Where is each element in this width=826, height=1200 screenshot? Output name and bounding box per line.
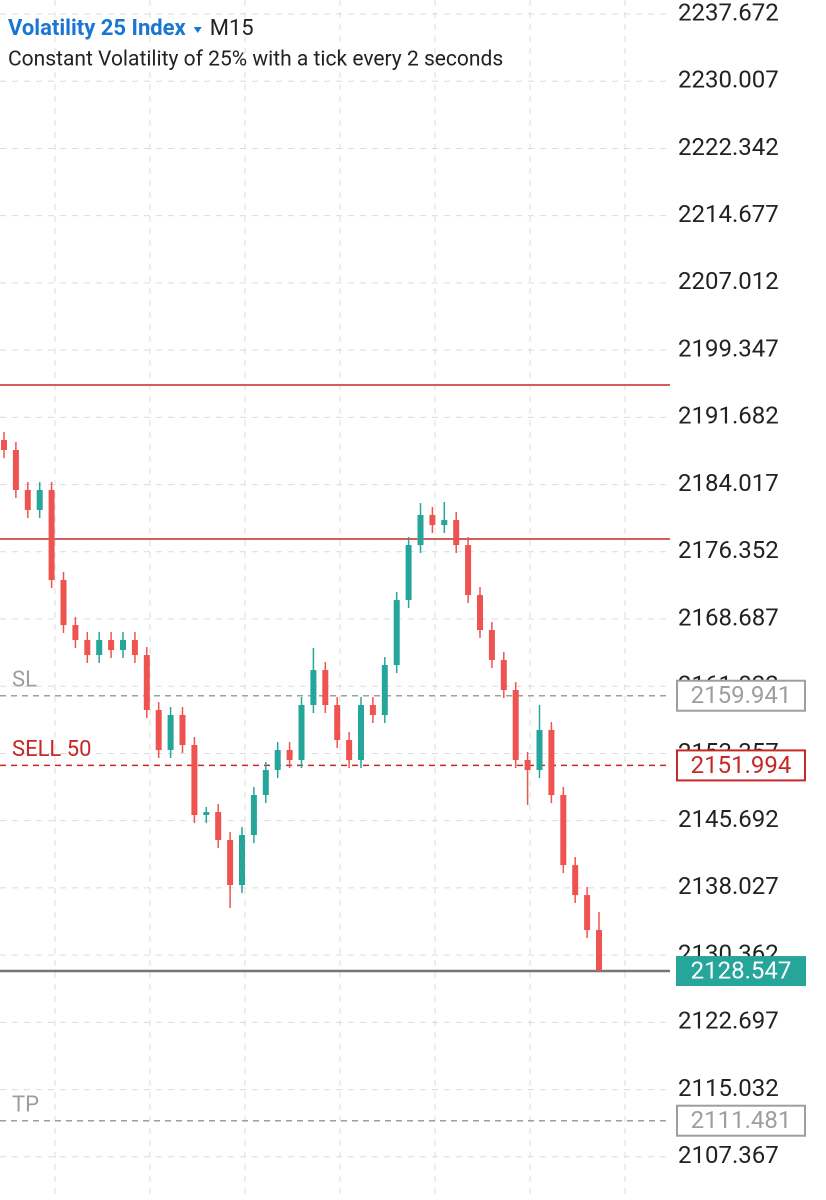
candle-body — [381, 665, 388, 716]
y-tick-label: 2176.352 — [678, 536, 779, 564]
candle-body — [215, 812, 222, 840]
grid — [0, 0, 670, 1200]
candle-body — [96, 640, 103, 656]
candle-body — [596, 930, 602, 972]
current-price: 2128.547 — [691, 956, 792, 984]
candle-body — [72, 625, 79, 641]
candle-body — [358, 705, 364, 761]
candle-body — [60, 580, 67, 626]
candles — [1, 432, 602, 972]
candle-body — [120, 640, 126, 651]
candle-body — [36, 489, 43, 510]
chart-title[interactable]: Volatility 25 Index — [8, 16, 187, 41]
candle-body — [24, 489, 31, 510]
candle-body — [393, 600, 400, 666]
order-price: 2151.994 — [691, 751, 792, 779]
y-tick-label: 2191.682 — [678, 402, 779, 430]
candle-body — [369, 705, 376, 716]
y-tick-label: 2207.012 — [678, 267, 779, 295]
candle-body — [465, 545, 472, 596]
y-tick-label: 2168.687 — [678, 603, 779, 631]
candle-body — [429, 514, 436, 526]
chart-subtitle: Constant Volatility of 25% with a tick e… — [8, 48, 503, 72]
y-tick-label: 2107.367 — [678, 1141, 779, 1169]
order-price: 2159.941 — [691, 681, 792, 709]
candle-body — [250, 795, 257, 835]
order-price-box — [676, 679, 806, 712]
candle-body — [477, 595, 483, 631]
price-axis: 2237.672 2230.007 2222.342 2214.677 2207.012… — [678, 0, 779, 1169]
y-tick-label: 2122.697 — [678, 1007, 779, 1035]
y-tick-label: 2222.342 — [678, 133, 779, 161]
order-price-box — [676, 749, 806, 782]
y-tick-label: 2214.677 — [678, 200, 779, 228]
candle-body — [453, 520, 460, 546]
current-price-box — [676, 956, 806, 987]
candle-body — [155, 710, 162, 751]
candle-body — [167, 715, 174, 751]
order-price-box — [676, 1104, 806, 1137]
candle-body — [203, 812, 210, 815]
candle-body — [560, 795, 567, 866]
candle-body — [512, 690, 519, 761]
candle-body — [48, 489, 55, 581]
candle-body — [524, 760, 531, 771]
y-tick-label: 2199.347 — [678, 334, 779, 362]
candle-body — [262, 770, 269, 796]
y-tick-label: 2184.017 — [678, 469, 779, 497]
candle-body — [572, 865, 579, 896]
candle-body — [286, 750, 293, 761]
candle-body — [131, 640, 138, 656]
candle-body — [179, 715, 186, 746]
order-label: TP — [12, 1093, 39, 1118]
candle-body — [274, 750, 281, 771]
candle-body — [227, 839, 234, 886]
candle-body — [322, 670, 329, 706]
y-tick-label: 2230.007 — [678, 66, 779, 94]
candle-body — [1, 439, 7, 450]
candle-body — [334, 705, 341, 741]
candle-body — [548, 730, 555, 796]
candle-body — [310, 670, 317, 706]
y-tick-label: 2115.032 — [678, 1074, 779, 1102]
candle-body — [84, 640, 91, 656]
candle-body — [536, 730, 543, 771]
candle-body — [346, 740, 353, 761]
header: Volatility 25 Index M15 Constant Volatil… — [8, 16, 503, 72]
candle-body — [417, 514, 424, 546]
candle-body — [298, 705, 305, 761]
order-label: SL — [12, 668, 37, 693]
candle-body — [239, 834, 245, 886]
order-labels: SL 2159.941 SELL 50 2151.994 TP 2111.481 2128.… — [12, 668, 806, 1137]
order-price: 2111.481 — [691, 1106, 792, 1134]
y-tick-label: 2145.692 — [678, 805, 779, 833]
candle-body — [143, 655, 150, 711]
levels — [0, 384, 670, 1122]
candle-body — [108, 640, 115, 651]
candle-body — [584, 895, 591, 931]
dropdown-caret[interactable] — [193, 27, 202, 33]
order-label: SELL 50 — [12, 737, 91, 762]
y-tick-label: 2138.027 — [678, 872, 779, 900]
candle-body — [441, 520, 448, 526]
timeframe[interactable]: M15 — [210, 16, 254, 41]
candle-body — [191, 745, 198, 815]
candle-body — [500, 660, 507, 691]
y-tick-label: 2237.672 — [678, 0, 779, 26]
candle-body — [405, 545, 412, 601]
candle-body — [12, 449, 19, 490]
candle-body — [488, 630, 495, 661]
